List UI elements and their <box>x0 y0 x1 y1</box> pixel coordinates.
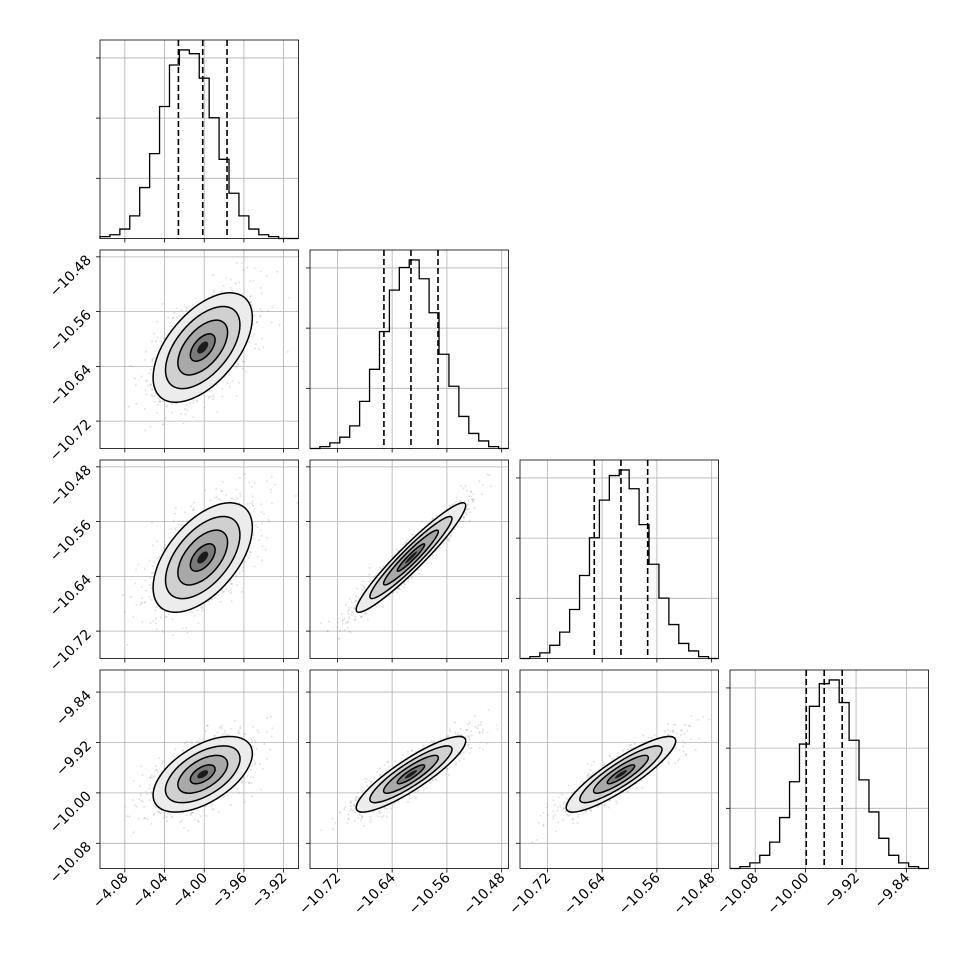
x-tick-label: −10.56 <box>616 870 664 918</box>
x-tick-label: −4.04 <box>130 870 172 912</box>
contour-line <box>177 754 229 794</box>
contour-line <box>152 502 254 614</box>
x-tick-label: −10.48 <box>461 870 509 918</box>
x-tick-label: −3.96 <box>209 870 251 912</box>
contour-line <box>355 735 467 813</box>
panel-frame <box>309 459 509 659</box>
y-tick-label: −10.56 <box>47 307 95 355</box>
x-tick-label: −10.08 <box>714 870 762 918</box>
y-tick-label: −10.64 <box>47 362 95 410</box>
histogram-panel-0 <box>96 39 299 243</box>
panel-frame <box>519 459 719 659</box>
y-tick-label: −10.48 <box>47 252 95 300</box>
x-tick-label: −10.72 <box>296 870 344 918</box>
y-tick-label: −10.00 <box>47 788 95 836</box>
contour-line <box>164 305 241 390</box>
panel-frame <box>99 39 299 239</box>
panel-frame <box>729 669 929 869</box>
x-tick-label: −4.00 <box>169 870 211 912</box>
scatter-panel-0-2 <box>96 459 299 663</box>
y-tick-label: −10.72 <box>47 627 95 675</box>
density-core <box>614 770 627 779</box>
scatter-panel-0-3 <box>96 669 299 873</box>
y-tick-label: −10.56 <box>47 517 95 565</box>
histogram-line-3 <box>730 679 929 870</box>
histogram-line-1 <box>310 259 509 450</box>
panel-frame <box>519 669 719 869</box>
scatter-panel-1-2 <box>306 459 509 663</box>
histogram-panel-1 <box>306 249 509 453</box>
y-tick-label: −10.08 <box>47 839 95 887</box>
panel-frame <box>309 669 509 869</box>
x-tick-label: −9.84 <box>872 870 914 912</box>
contour-line <box>177 319 229 376</box>
histogram-panel-3 <box>726 669 929 873</box>
density-core <box>197 341 209 354</box>
contour-line <box>189 543 216 572</box>
y-tick-label: −10.64 <box>47 572 95 620</box>
scatter-panel-0-1 <box>96 249 299 453</box>
x-tick-label: −10.48 <box>671 870 719 918</box>
x-tick-label: −9.92 <box>821 870 863 912</box>
contour-line <box>369 745 453 804</box>
density-core <box>404 770 417 779</box>
panel-frame <box>99 249 299 449</box>
contour-line <box>164 745 241 804</box>
contour-line <box>606 764 636 785</box>
panel-frame <box>99 459 299 659</box>
contour-line <box>592 754 650 794</box>
x-tick-label: −3.92 <box>249 870 291 912</box>
contour-line <box>152 735 254 813</box>
contour-line <box>355 502 467 614</box>
contour-line <box>396 543 426 572</box>
y-tick-label: −9.92 <box>53 738 95 780</box>
x-tick-label: −4.08 <box>90 870 132 912</box>
x-tick-label: −10.56 <box>406 870 454 918</box>
contour-line <box>164 515 241 600</box>
panel-frame <box>99 669 299 869</box>
scatter-panel-2-3 <box>516 669 719 873</box>
x-tick-label: −10.64 <box>351 870 399 918</box>
contour-line <box>369 515 453 600</box>
scatter-panel-1-3 <box>306 669 509 873</box>
contour-line <box>189 764 216 785</box>
contour-line <box>189 333 216 362</box>
density-core <box>197 551 209 564</box>
contour-line <box>382 754 440 794</box>
y-tick-label: −9.84 <box>53 688 95 730</box>
contour-line <box>177 529 229 586</box>
histogram-line-0 <box>99 49 299 240</box>
panel-frame <box>309 249 509 449</box>
contour-line <box>396 764 426 785</box>
y-tick-label: −10.48 <box>47 462 95 510</box>
contour-line <box>579 745 663 804</box>
x-tick-label: −10.72 <box>506 870 554 918</box>
histogram-line-2 <box>520 469 719 660</box>
x-tick-label: −10.00 <box>764 870 812 918</box>
x-tick-label: −10.64 <box>561 870 609 918</box>
contour-line <box>382 529 440 586</box>
contour-line <box>565 735 677 813</box>
histogram-panel-2 <box>516 459 719 663</box>
density-core <box>197 770 209 779</box>
density-core <box>404 551 417 564</box>
contour-line <box>152 292 254 404</box>
y-tick-label: −10.72 <box>47 417 95 465</box>
